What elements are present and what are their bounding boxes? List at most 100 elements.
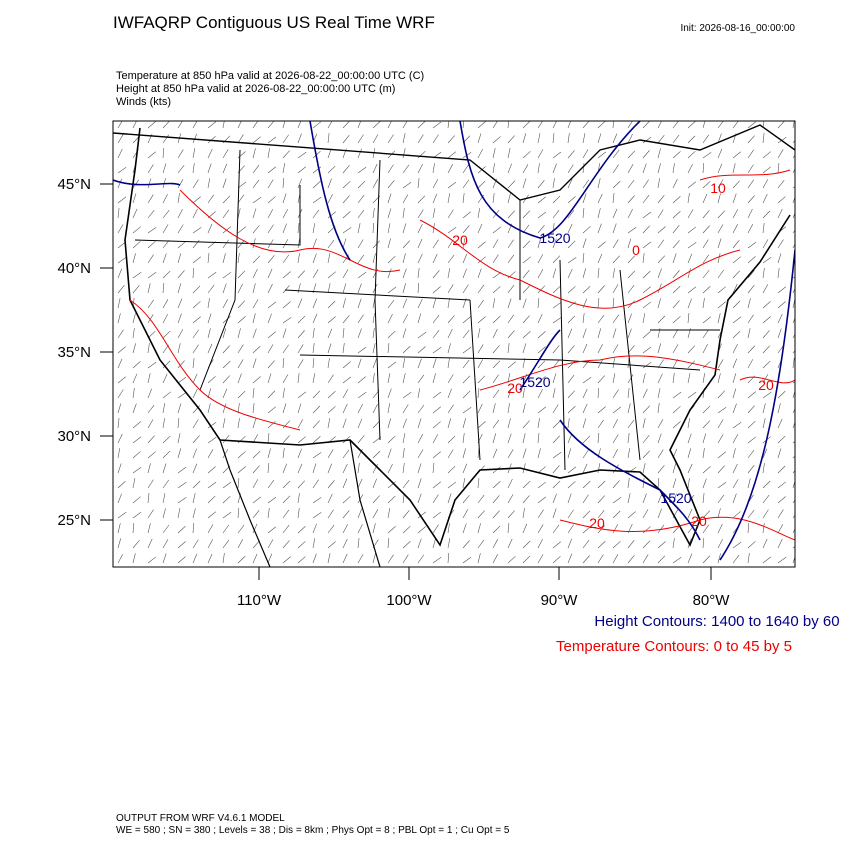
wind-barb bbox=[642, 450, 651, 459]
wind-barb bbox=[597, 253, 603, 264]
wind-barb bbox=[252, 136, 261, 144]
wind-barb bbox=[477, 149, 483, 159]
wind-barb bbox=[522, 151, 531, 159]
wind-barb bbox=[702, 298, 705, 309]
temperature-contour-label: 0 bbox=[632, 242, 640, 258]
wind-barb bbox=[627, 255, 636, 264]
wind-barb bbox=[252, 299, 259, 309]
wind-barb bbox=[177, 556, 186, 564]
wind-barb bbox=[222, 495, 231, 504]
wind-barb bbox=[492, 315, 501, 324]
wind-barb bbox=[462, 211, 471, 219]
wind-barb bbox=[252, 196, 262, 204]
wind-barb bbox=[537, 538, 543, 549]
wind-barb bbox=[627, 270, 636, 279]
wind-barb bbox=[492, 286, 501, 294]
wind-barb bbox=[612, 239, 619, 249]
wind-barb bbox=[702, 420, 711, 429]
wind-barb bbox=[267, 360, 275, 369]
wind-barb bbox=[372, 403, 378, 414]
wind-barb bbox=[177, 283, 182, 294]
wind-barb bbox=[192, 493, 196, 504]
wind-barb bbox=[642, 121, 651, 129]
wind-barb bbox=[492, 481, 501, 489]
wind-barb bbox=[642, 253, 645, 264]
wind-barb bbox=[282, 178, 285, 189]
wind-barb bbox=[762, 239, 769, 249]
wind-barb bbox=[297, 448, 302, 459]
wind-barb bbox=[342, 463, 348, 474]
wind-barb bbox=[342, 343, 345, 354]
wind-barb bbox=[747, 135, 755, 144]
wind-barb bbox=[732, 448, 736, 459]
wind-barb bbox=[327, 121, 333, 129]
wind-barb bbox=[132, 313, 136, 324]
wind-barb bbox=[627, 448, 631, 459]
wind-barb bbox=[387, 481, 396, 489]
wind-barb bbox=[267, 255, 275, 264]
wind-barb bbox=[177, 179, 184, 189]
legend-height: Height Contours: 1400 to 1640 by 60 bbox=[594, 613, 839, 630]
height-contour-label: 1520 bbox=[660, 490, 691, 506]
wind-barb bbox=[642, 211, 652, 219]
wind-barb bbox=[552, 195, 561, 204]
wind-barb bbox=[117, 481, 126, 489]
wind-barb bbox=[762, 523, 765, 534]
wind-barb bbox=[477, 241, 486, 249]
wind-barb bbox=[282, 344, 289, 354]
wind-barb bbox=[672, 329, 679, 339]
wind-barb bbox=[372, 509, 379, 519]
wind-barb bbox=[672, 253, 677, 264]
wind-barb bbox=[162, 163, 167, 174]
wind-barb bbox=[612, 193, 615, 204]
wind-barb bbox=[537, 433, 540, 444]
wind-barb bbox=[387, 418, 392, 429]
wind-barb bbox=[522, 448, 527, 459]
wind-barb bbox=[597, 406, 606, 414]
wind-barb bbox=[222, 481, 232, 489]
wind-barb bbox=[132, 373, 138, 384]
wind-barb bbox=[507, 284, 515, 294]
wind-barb bbox=[147, 254, 154, 264]
wind-barb bbox=[387, 299, 395, 309]
wind-barb bbox=[462, 268, 467, 279]
wind-barb bbox=[387, 448, 392, 459]
wind-barb bbox=[702, 152, 712, 159]
wind-barb bbox=[177, 298, 183, 309]
wind-barb bbox=[747, 509, 755, 519]
wind-barb bbox=[777, 239, 784, 249]
wind-barb bbox=[762, 179, 769, 189]
wind-barb bbox=[372, 343, 376, 354]
wind-barb bbox=[417, 178, 420, 189]
wind-barb bbox=[732, 180, 741, 189]
wind-barb bbox=[417, 358, 422, 369]
wind-barb bbox=[192, 463, 198, 474]
wind-barb bbox=[627, 313, 632, 324]
wind-barb bbox=[297, 253, 300, 264]
wind-barb bbox=[282, 524, 290, 534]
wind-barb bbox=[537, 238, 541, 249]
wind-barb bbox=[357, 523, 363, 534]
wind-barb bbox=[597, 343, 603, 354]
wind-barb bbox=[552, 163, 557, 174]
wind-barb bbox=[567, 286, 576, 294]
wind-barb bbox=[162, 148, 165, 159]
wind-barb bbox=[237, 300, 246, 309]
wind-barb bbox=[777, 196, 786, 204]
wind-barb bbox=[432, 208, 436, 219]
wind-barb bbox=[207, 272, 217, 279]
wind-barb bbox=[672, 196, 681, 204]
wind-barb bbox=[387, 435, 396, 444]
height-contours bbox=[113, 121, 795, 561]
wind-barb bbox=[117, 433, 123, 444]
wind-barb bbox=[432, 329, 440, 339]
wind-barb bbox=[117, 208, 120, 219]
wind-barb bbox=[642, 493, 647, 504]
wind-barb bbox=[372, 450, 381, 459]
wind-barb bbox=[582, 179, 590, 189]
wind-barb bbox=[267, 209, 274, 219]
wind-barb bbox=[252, 358, 257, 369]
wind-barb bbox=[792, 121, 795, 129]
wind-barb bbox=[447, 418, 452, 429]
wind-barb bbox=[762, 391, 772, 399]
